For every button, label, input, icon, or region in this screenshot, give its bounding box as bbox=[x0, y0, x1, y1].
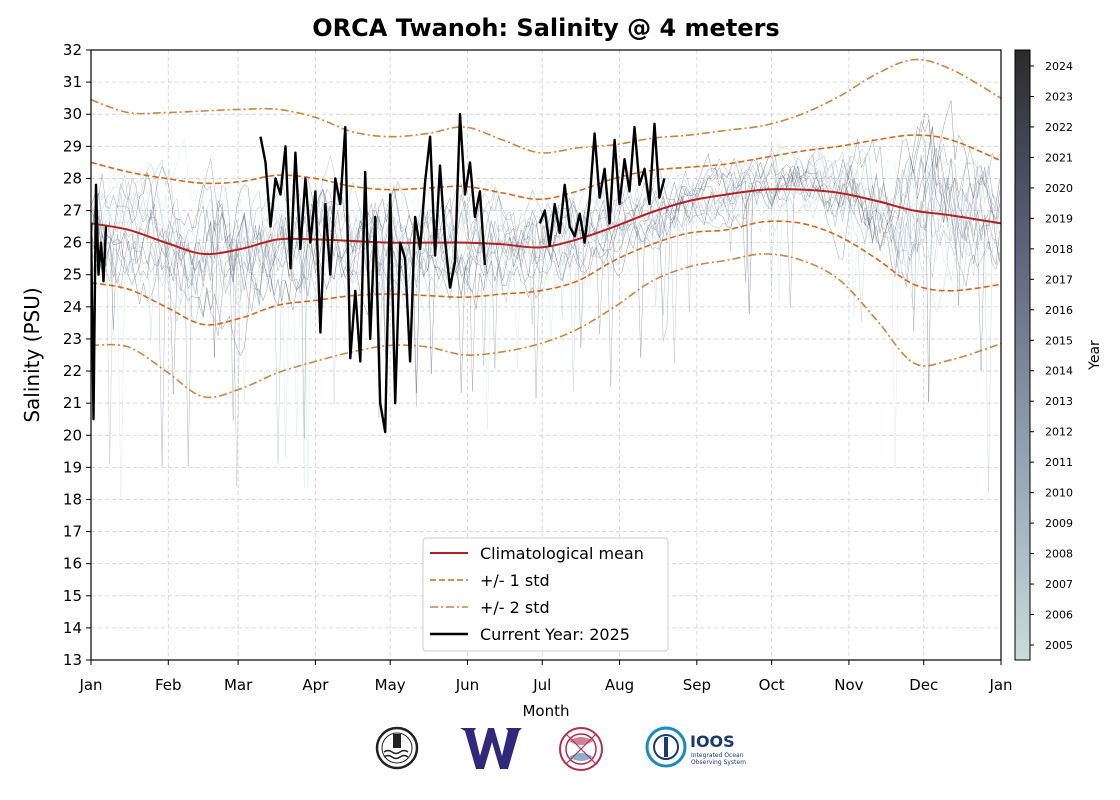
x-tick-label: Jan bbox=[78, 676, 102, 694]
svg-text:Integrated Ocean: Integrated Ocean bbox=[691, 752, 744, 759]
colorbar-tick-label: 2010 bbox=[1045, 487, 1073, 500]
series-line-std2 bbox=[91, 253, 1001, 399]
x-tick-label: Mar bbox=[224, 676, 253, 694]
historical-trace bbox=[91, 113, 1001, 386]
x-tick-label: Dec bbox=[909, 676, 938, 694]
colorbar-tick-label: 2017 bbox=[1045, 273, 1073, 286]
legend-label-std2: +/- 2 std bbox=[480, 598, 550, 617]
colorbar-tick-label: 2016 bbox=[1045, 304, 1073, 317]
colorbar: 2005 2006 2007 2008 2009 2010 2011 2012 2013 2014… bbox=[1014, 49, 1103, 661]
historical-trace bbox=[91, 147, 1001, 421]
legend-box bbox=[422, 537, 669, 652]
x-tick-label: May bbox=[375, 676, 406, 694]
series-line-mean bbox=[91, 188, 1001, 256]
y-tick-label: 23 bbox=[63, 330, 82, 348]
y-tick-label: 31 bbox=[63, 73, 82, 91]
colorbar-label: Year bbox=[1087, 340, 1103, 371]
y-axis: 13 14 15 16 17 18 19 20 21 22 23 24 25 26 27 28 29 30 31 32 bbox=[63, 41, 91, 669]
x-tick-label: Jul bbox=[532, 676, 551, 694]
colorbar-tick-label: 2014 bbox=[1045, 365, 1073, 378]
y-tick-label: 14 bbox=[63, 619, 82, 637]
colorbar-tick-label: 2020 bbox=[1045, 182, 1073, 195]
y-tick-label: 29 bbox=[63, 137, 82, 155]
historical-trace bbox=[91, 135, 1001, 403]
y-tick-label: 30 bbox=[63, 105, 82, 123]
y-tick-label: 19 bbox=[63, 458, 82, 476]
colorbar-tick-label: 2024 bbox=[1045, 60, 1073, 73]
colorbar-tick-label: 2018 bbox=[1045, 243, 1073, 256]
logo-orca-seal bbox=[375, 726, 419, 770]
historical-trace bbox=[91, 100, 1001, 314]
y-tick-label: 17 bbox=[63, 523, 82, 541]
y-tick-label: 32 bbox=[63, 41, 82, 59]
series-line-current-year bbox=[91, 183, 108, 421]
x-axis: Jan Feb Mar Apr May Jun Jul Aug Sep Oct Nov Dec Jan bbox=[78, 660, 1013, 694]
colorbar-tick-label: 2006 bbox=[1045, 609, 1073, 622]
y-tick-label: 20 bbox=[63, 426, 82, 444]
colorbar-tick-label: 2019 bbox=[1045, 212, 1073, 225]
x-tick-label: Aug bbox=[605, 676, 634, 694]
x-tick-label: Jun bbox=[455, 676, 479, 694]
x-tick-label: Sep bbox=[683, 676, 711, 694]
series-line-current-year bbox=[259, 112, 487, 434]
legend-label-std1: +/- 1 std bbox=[480, 571, 550, 590]
svg-text:Observing System: Observing System bbox=[691, 759, 746, 766]
y-tick-label: 26 bbox=[63, 234, 82, 252]
y-tick-label: 24 bbox=[63, 298, 82, 316]
x-tick-label: Oct bbox=[759, 676, 785, 694]
colorbar-gradient bbox=[1014, 49, 1031, 661]
historical-trace bbox=[91, 160, 1001, 391]
series-line-std1 bbox=[91, 220, 1001, 326]
y-tick-label: 21 bbox=[63, 394, 82, 412]
legend-label-current: Current Year: 2025 bbox=[480, 625, 630, 644]
colorbar-tick-label: 2012 bbox=[1045, 426, 1073, 439]
historical-trace bbox=[91, 152, 1001, 330]
x-tick-label: Apr bbox=[302, 676, 329, 694]
colorbar-tick-label: 2022 bbox=[1045, 121, 1073, 134]
colorbar-tick-label: 2011 bbox=[1045, 456, 1073, 469]
colorbar-tick-label: 2023 bbox=[1045, 90, 1073, 103]
colorbar-tick-label: 2005 bbox=[1045, 639, 1073, 652]
legend-label-mean: Climatological mean bbox=[480, 544, 644, 563]
colorbar-tick-label: 2015 bbox=[1045, 334, 1073, 347]
series-lines bbox=[91, 58, 1001, 434]
logo-ioos: IOOS Integrated Ocean Observing System bbox=[645, 726, 746, 768]
colorbar-tick-label: 2013 bbox=[1045, 395, 1073, 408]
x-tick-label: Jan bbox=[988, 676, 1012, 694]
chart-title: ORCA Twanoh: Salinity @ 4 meters bbox=[312, 14, 779, 42]
colorbar-ticks: 2005 2006 2007 2008 2009 2010 2011 2012 2013 2014… bbox=[1030, 60, 1073, 652]
historical-trace bbox=[91, 148, 1000, 486]
y-tick-label: 22 bbox=[63, 362, 82, 380]
historical-trace bbox=[91, 161, 1001, 467]
x-tick-label: Feb bbox=[155, 676, 182, 694]
historical-trace bbox=[91, 138, 1001, 488]
colorbar-tick-label: 2009 bbox=[1045, 517, 1073, 530]
logo-tribal-seal bbox=[559, 727, 603, 771]
y-tick-label: 15 bbox=[63, 587, 82, 605]
x-tick-label: Nov bbox=[834, 676, 863, 694]
y-tick-label: 16 bbox=[63, 555, 82, 573]
logo-uw bbox=[460, 728, 522, 769]
series-line-std1 bbox=[91, 134, 1001, 201]
historical-trace bbox=[91, 159, 1001, 498]
plot-frame bbox=[90, 49, 1002, 661]
y-tick-label: 27 bbox=[63, 202, 82, 220]
colorbar-tick-label: 2021 bbox=[1045, 151, 1073, 164]
colorbar-tick-label: 2008 bbox=[1045, 548, 1073, 561]
legend: Climatological mean +/- 1 std +/- 2 std … bbox=[422, 537, 669, 652]
y-tick-label: 25 bbox=[63, 266, 82, 284]
series-line-current-year bbox=[538, 122, 666, 248]
y-tick-label: 18 bbox=[63, 490, 82, 508]
y-tick-label: 28 bbox=[63, 169, 82, 187]
x-axis-label: Month bbox=[522, 702, 569, 720]
svg-text:IOOS: IOOS bbox=[690, 732, 735, 751]
colorbar-tick-label: 2007 bbox=[1045, 578, 1073, 591]
y-axis-label: Salinity (PSU) bbox=[20, 287, 44, 422]
historical-traces bbox=[91, 100, 1001, 498]
series-line-std2 bbox=[91, 58, 1001, 154]
historical-trace bbox=[91, 119, 1000, 393]
y-tick-label: 13 bbox=[63, 651, 82, 669]
